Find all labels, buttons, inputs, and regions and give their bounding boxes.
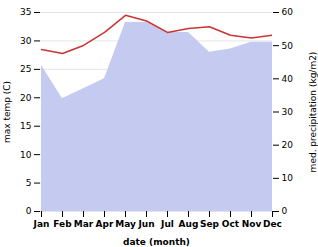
svg-text:Jul: Jul [160,219,174,229]
svg-text:Mar: Mar [74,219,94,229]
svg-text:5: 5 [26,178,32,188]
svg-text:30: 30 [282,107,294,117]
svg-text:Sep: Sep [200,219,220,229]
svg-text:med. precipitation (kg/m2): med. precipitation (kg/m2) [308,52,318,173]
svg-text:Aug: Aug [179,219,199,229]
svg-text:20: 20 [282,140,294,150]
svg-text:max temp (C): max temp (C) [2,81,12,143]
svg-text:60: 60 [282,7,294,17]
svg-text:40: 40 [282,74,294,84]
svg-text:10: 10 [20,150,32,160]
svg-text:25: 25 [20,64,31,74]
svg-text:Oct: Oct [222,219,240,229]
svg-text:0: 0 [282,206,288,216]
svg-text:Nov: Nov [242,219,262,229]
svg-text:10: 10 [282,173,294,183]
svg-text:35: 35 [20,7,31,17]
svg-text:Dec: Dec [263,219,282,229]
svg-text:Jun: Jun [137,219,154,229]
svg-text:30: 30 [20,36,32,46]
svg-text:Feb: Feb [53,219,72,229]
svg-text:date (month): date (month) [123,237,190,247]
svg-text:20: 20 [20,93,32,103]
svg-text:May: May [115,219,136,229]
svg-text:15: 15 [20,121,31,131]
svg-text:0: 0 [26,206,32,216]
svg-text:50: 50 [282,41,294,51]
svg-text:Jan: Jan [33,219,50,229]
svg-text:Apr: Apr [96,219,114,229]
